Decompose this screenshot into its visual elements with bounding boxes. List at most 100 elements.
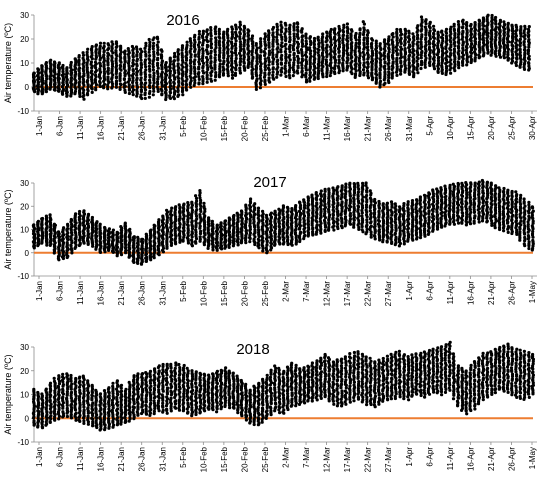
temperature-point [201,47,205,51]
temperature-point [356,190,360,194]
temperature-point [391,60,395,64]
temperature-point [152,41,156,45]
temperature-point [143,75,148,79]
temperature-point [227,216,231,220]
temperature-point [45,77,49,81]
temperature-point [209,73,213,78]
temperature-point [365,193,369,198]
temperature-point [230,56,234,61]
temperature-point [61,87,65,91]
temperature-point [283,21,287,25]
temperature-point [98,79,102,84]
temperature-point [110,54,114,58]
temperature-point [311,230,315,234]
temperature-point [345,22,349,26]
temperature-point [344,182,348,186]
x-tick-label: 16-Jan [97,116,106,140]
temperature-point [184,75,188,79]
temperature-point [481,27,485,31]
panel-title: 2016 [166,12,199,29]
temperature-point [423,227,427,231]
temperature-point [341,33,345,37]
temperature-point [143,96,147,100]
temperature-point [106,83,110,87]
temperature-point [253,228,257,232]
temperature-point [56,230,61,234]
temperature-point [197,75,201,79]
temperature-point [358,31,362,35]
temperature-point [407,43,412,47]
temperature-point [202,38,206,43]
temperature-point [234,39,238,43]
temperature-point [366,65,370,69]
temperature-point [510,52,515,57]
temperature-point [127,91,131,96]
temperature-point [135,81,139,85]
temperature-point [256,237,260,241]
temperature-point [295,69,299,73]
temperature-point [144,65,148,69]
temperature-point [387,35,391,39]
temperature-point [118,52,122,57]
temperature-point [242,29,246,33]
temperature-point [308,65,312,69]
temperature-point [176,48,180,52]
temperature-point [206,32,210,37]
temperature-point [253,202,257,206]
temperature-point [180,76,184,81]
temperature-point [93,77,97,82]
temperature-point [292,42,296,46]
temperature-point [135,69,140,73]
temperature-point [300,57,304,61]
temperature-point [336,201,340,205]
temperature-point [414,224,418,228]
x-tick-label: 15-Feb [220,115,229,141]
temperature-point [185,43,189,47]
temperature-point [451,182,455,186]
data-points [31,13,531,102]
temperature-point [453,31,457,35]
temperature-point [427,215,431,219]
temperature-point [52,60,57,64]
temperature-point [214,32,218,36]
temperature-point [195,208,199,212]
temperature-point [210,219,214,223]
temperature-point [103,225,107,230]
temperature-point [232,213,236,218]
temperature-point [259,64,263,68]
temperature-point [190,238,194,242]
temperature-point [218,48,222,53]
temperature-point [118,82,122,86]
x-tick-label: 10-Apr [446,116,455,140]
temperature-point [518,47,522,51]
temperature-point [173,89,177,93]
temperature-point [156,66,160,70]
temperature-point [308,46,312,50]
temperature-point [135,50,139,54]
temperature-point [395,27,399,32]
temperature-point [486,13,490,17]
temperature-point [230,44,234,48]
temperature-point [341,61,345,65]
temperature-point [217,27,221,31]
temperature-point [416,24,420,28]
temperature-point [281,204,285,208]
temperature-point [206,66,210,70]
temperature-point [225,32,229,36]
temperature-point [282,215,286,219]
temperature-point [118,58,122,63]
temperature-point [85,61,89,65]
temperature-point [197,81,201,85]
temperature-point [263,64,267,68]
temperature-point [102,49,106,53]
temperature-point [296,54,300,59]
temperature-point [205,55,209,60]
temperature-point [444,194,448,198]
temperature-point [377,199,381,204]
temperature-point [423,25,427,29]
temperature-point [470,42,474,46]
temperature-point [139,81,144,85]
temperature-point [102,82,107,86]
temperature-point [271,73,275,77]
